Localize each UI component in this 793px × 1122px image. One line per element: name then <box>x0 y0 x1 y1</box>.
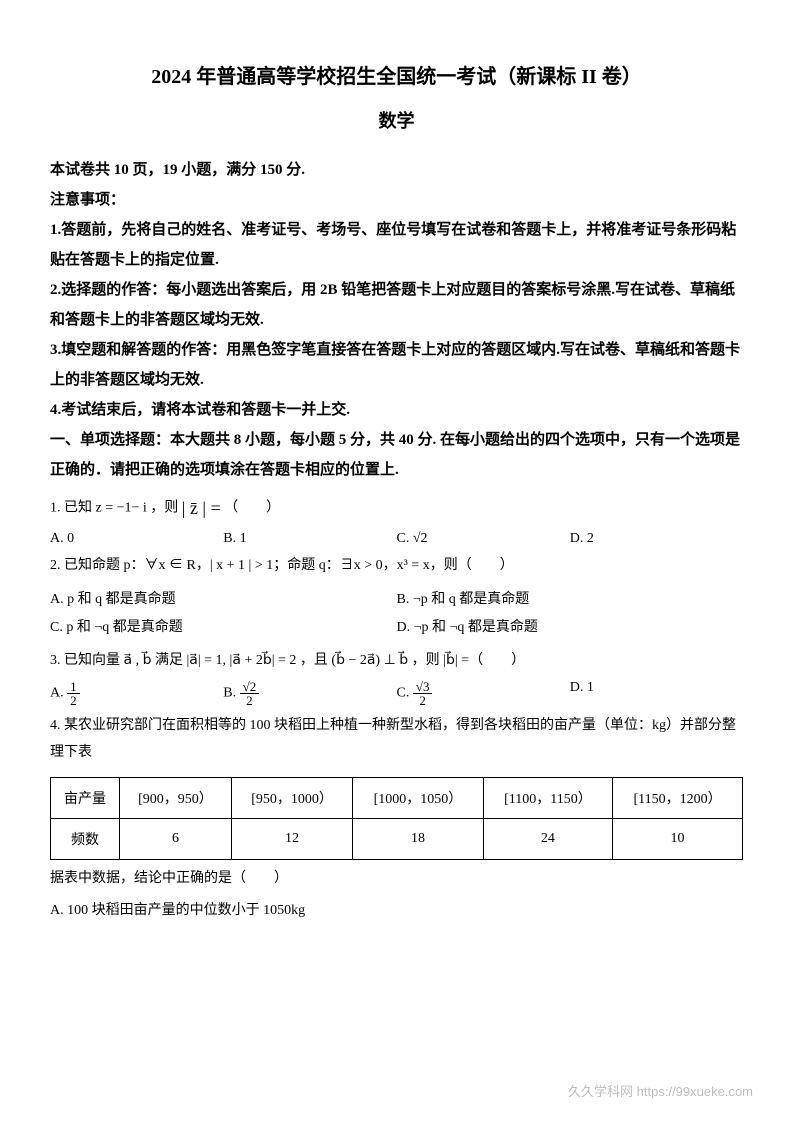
question-2: 2. 已知命题 p：∀x ∈ R，| x + 1 | > 1；命题 q：∃x >… <box>50 553 743 580</box>
freq-cell: 18 <box>353 818 484 859</box>
q4-after-table: 据表中数据，结论中正确的是（ ） <box>50 866 743 893</box>
q3-option-d: D. 1 <box>570 680 743 707</box>
row1-label: 亩产量 <box>51 777 120 818</box>
q2-option-b: B. ¬p 和 q 都是真命题 <box>397 586 744 614</box>
q3-a-prefix: A. <box>50 686 67 701</box>
watermark-text: 久久学科网 https://99xueke.com <box>568 1081 753 1100</box>
rule-1: 1.答题前，先将自己的姓名、准考证号、考场号、座位号填写在试卷和答题卡上，并将准… <box>50 215 743 275</box>
q3-option-c: C. √3 2 <box>397 680 570 707</box>
freq-cell: 24 <box>483 818 612 859</box>
freq-cell: 6 <box>120 818 232 859</box>
q3-a-den: 2 <box>67 694 80 707</box>
rule-2: 2.选择题的作答：每小题选出答案后，用 2B 铅笔把答题卡上对应题目的答案标号涂… <box>50 275 743 335</box>
q4-table: 亩产量 [900，950） [950，1000） [1000，1050） [11… <box>50 777 743 860</box>
rule-3: 3.填空题和解答题的作答：用黑色签字笔直接答在答题卡上对应的答题区域内.写在试卷… <box>50 335 743 395</box>
q3-a-num: 1 <box>67 680 80 694</box>
q1-option-b: B. 1 <box>223 531 396 547</box>
table-row: 亩产量 [900，950） [950，1000） [1000，1050） [11… <box>51 777 743 818</box>
interval-cell: [1100，1150） <box>483 777 612 818</box>
q1-option-c: C. √2 <box>397 531 570 547</box>
exam-title: 2024 年普通高等学校招生全国统一考试（新课标 II 卷） <box>50 60 743 89</box>
q3-a-fraction: 1 2 <box>67 680 80 707</box>
freq-cell: 12 <box>231 818 352 859</box>
rule-4: 4.考试结束后，请将本试卷和答题卡一并上交. <box>50 395 743 425</box>
row2-label: 频数 <box>51 818 120 859</box>
q3-option-a: A. 1 2 <box>50 680 223 707</box>
q1-option-a: A. 0 <box>50 531 223 547</box>
q3-b-prefix: B. <box>223 686 239 701</box>
question-3: 3. 已知向量 a⃗ , b⃗ 满足 |a⃗| = 1, |a⃗ + 2b⃗| … <box>50 648 743 675</box>
q1-abs-expr: | z̄ | = <box>182 498 221 518</box>
q4-option-a: A. 100 块稻田亩产量的中位数小于 1050kg <box>50 898 743 925</box>
table-row: 频数 6 12 18 24 10 <box>51 818 743 859</box>
q3-c-num: √3 <box>413 680 433 694</box>
q1-stem-prefix: 1. 已知 z = −1− i ，则 <box>50 500 178 515</box>
q2-options: A. p 和 q 都是真命题 B. ¬p 和 q 都是真命题 C. p 和 ¬q… <box>50 586 743 642</box>
q3-c-prefix: C. <box>397 686 413 701</box>
interval-cell: [1150，1200） <box>613 777 743 818</box>
interval-cell: [900，950） <box>120 777 232 818</box>
q3-b-fraction: √2 2 <box>240 680 260 707</box>
q3-c-den: 2 <box>413 694 433 707</box>
q1-option-d: D. 2 <box>570 531 743 547</box>
exam-subtitle: 数学 <box>50 107 743 133</box>
question-1: 1. 已知 z = −1− i ，则 | z̄ | = （ ） <box>50 491 743 525</box>
q3-b-den: 2 <box>240 694 260 707</box>
q3-c-fraction: √3 2 <box>413 680 433 707</box>
q1-stem-suffix: （ ） <box>224 500 280 515</box>
freq-cell: 10 <box>613 818 743 859</box>
section-1-heading: 一、单项选择题：本大题共 8 小题，每小题 5 分，共 40 分. 在每小题给出… <box>50 425 743 485</box>
q2-option-d: D. ¬p 和 ¬q 都是真命题 <box>397 614 744 642</box>
q3-options: A. 1 2 B. √2 2 C. √3 2 D. 1 <box>50 680 743 707</box>
page-container: 2024 年普通高等学校招生全国统一考试（新课标 II 卷） 数学 本试卷共 1… <box>0 0 793 1122</box>
interval-cell: [1000，1050） <box>353 777 484 818</box>
interval-cell: [950，1000） <box>231 777 352 818</box>
q1-options: A. 0 B. 1 C. √2 D. 2 <box>50 531 743 547</box>
q3-option-b: B. √2 2 <box>223 680 396 707</box>
q2-option-c: C. p 和 ¬q 都是真命题 <box>50 614 397 642</box>
q3-b-num: √2 <box>240 680 260 694</box>
notice-heading: 注意事项： <box>50 185 743 215</box>
info-line-1: 本试卷共 10 页，19 小题，满分 150 分. <box>50 155 743 185</box>
question-4: 4. 某农业研究部门在面积相等的 100 块稻田上种植一种新型水稻，得到各块稻田… <box>50 713 743 766</box>
q2-option-a: A. p 和 q 都是真命题 <box>50 586 397 614</box>
